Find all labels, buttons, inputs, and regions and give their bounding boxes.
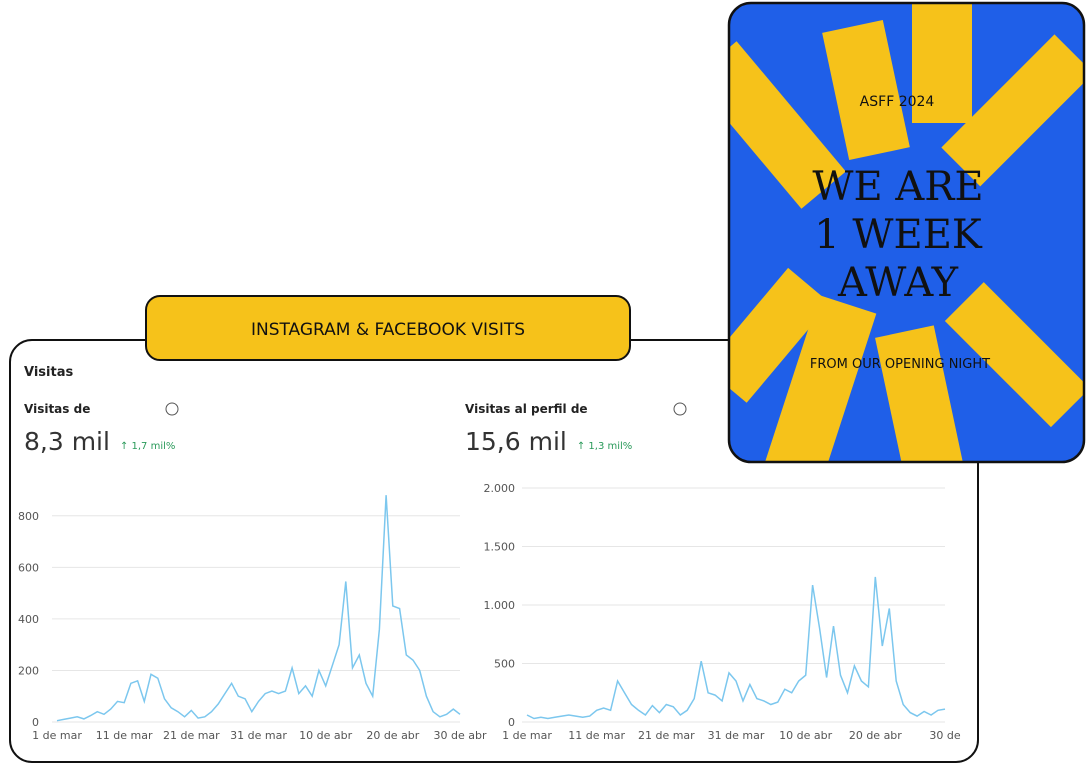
- chart-title: Visitas de: [24, 402, 90, 416]
- y-tick-label: 2.000: [484, 482, 516, 495]
- total: 15,6 mil: [465, 427, 567, 456]
- x-tick-label: 21 de mar: [638, 729, 695, 742]
- x-tick-label: 1 de mar: [502, 729, 552, 742]
- y-tick-label: 200: [18, 664, 39, 677]
- y-tick-label: 1.000: [484, 599, 516, 612]
- x-tick-label: 30 de: [929, 729, 960, 742]
- data-line: [526, 576, 946, 720]
- x-tick-label: 10 de abr: [779, 729, 832, 742]
- x-tick-label: 30 de abr: [434, 729, 487, 742]
- poster-headline: 1 WEEK: [814, 212, 983, 258]
- y-tick-label: 400: [18, 613, 39, 626]
- data-line: [56, 495, 461, 722]
- x-tick-label: 20 de abr: [366, 729, 419, 742]
- poster-border: [727, 1, 1086, 464]
- poster-kicker: ASFF 2024: [860, 94, 935, 110]
- poster-footer: FROM OUR OPENING NIGHT: [810, 357, 990, 372]
- info-icon: [673, 402, 687, 416]
- info-icon: [165, 402, 179, 416]
- y-tick-label: 600: [18, 561, 39, 574]
- x-tick-label: 11 de mar: [568, 729, 625, 742]
- poster-headline: AWAY: [837, 260, 959, 306]
- x-tick-label: 20 de abr: [849, 729, 902, 742]
- y-tick-label: 0: [508, 716, 515, 729]
- change: ↑ 1,7 mil%: [120, 441, 175, 452]
- x-tick-label: 31 de mar: [230, 729, 287, 742]
- x-tick-label: 11 de mar: [96, 729, 153, 742]
- poster: ASFF 2024 WE ARE 1 WEEK AWAY FROM OUR OP…: [729, 3, 1084, 462]
- x-tick-label: 1 de mar: [32, 729, 82, 742]
- change: ↑ 1,3 mil%: [577, 441, 632, 452]
- label: INSTAGRAM & FACEBOOK VISITS: [251, 320, 525, 340]
- y-tick-label: 0: [32, 716, 39, 729]
- x-tick-label: 31 de mar: [708, 729, 765, 742]
- y-tick-label: 800: [18, 510, 39, 523]
- card-title: Visitas: [24, 365, 73, 380]
- x-tick-label: 10 de abr: [299, 729, 352, 742]
- poster-headline: WE ARE: [812, 164, 983, 210]
- label-pill: [145, 295, 631, 361]
- y-tick-label: 1.500: [484, 541, 516, 554]
- total: 8,3 mil: [24, 427, 110, 456]
- y-tick-label: 500: [494, 658, 515, 671]
- chart-title: Visitas al perfil de: [465, 402, 588, 416]
- x-tick-label: 21 de mar: [163, 729, 220, 742]
